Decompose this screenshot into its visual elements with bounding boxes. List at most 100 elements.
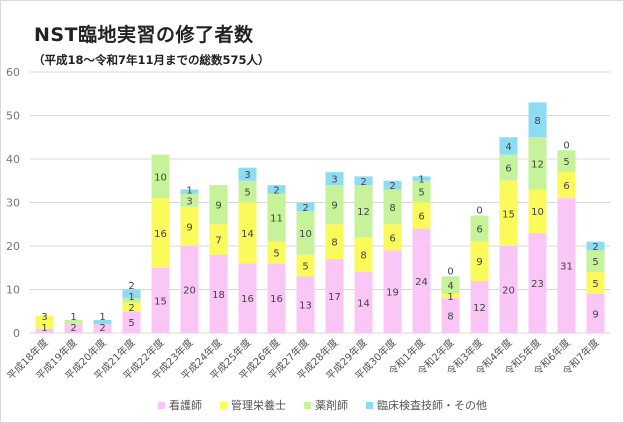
legend-item: 薬剤師: [304, 397, 348, 413]
bar-segment: [122, 302, 141, 312]
bar-segment: [209, 224, 228, 255]
bar-segment: [93, 319, 112, 325]
data-label: 2: [360, 177, 366, 188]
bar-segment: [35, 328, 54, 333]
data-label: 2: [592, 242, 598, 253]
data-label: 14: [241, 229, 254, 240]
data-label: 8: [447, 312, 453, 323]
data-label: 5: [592, 279, 598, 290]
bar-segment: [499, 246, 518, 333]
data-label: 9: [476, 257, 482, 268]
data-label: 11: [270, 214, 283, 225]
legend-item: 臨床検査技師・その他: [366, 397, 487, 413]
bar-segment: [267, 241, 286, 264]
bar-segment: [93, 324, 112, 333]
data-label: 12: [473, 303, 486, 314]
bar-segment: [325, 185, 344, 225]
data-label: 2: [128, 303, 134, 314]
data-label: 2: [70, 323, 76, 334]
y-tick-label: 20: [6, 240, 20, 253]
bar-segment: [441, 276, 460, 294]
data-label: 9: [592, 309, 598, 320]
bar-segment: [64, 319, 83, 325]
y-tick-label: 40: [6, 153, 20, 166]
data-label: 1: [41, 323, 47, 334]
legend-swatch: [158, 401, 165, 409]
data-label: 23: [531, 279, 544, 290]
data-label: 2: [273, 185, 279, 196]
bar-segment: [528, 232, 547, 333]
data-label: 5: [563, 157, 569, 168]
data-label: 15: [502, 209, 515, 220]
data-label: 6: [389, 233, 395, 244]
bar-segment: [499, 180, 518, 246]
bar-segment: [441, 293, 460, 299]
chart-subtitle: （平成18～令和7年11月までの総数575人）: [33, 53, 270, 67]
data-label: 14: [357, 299, 370, 310]
data-label: 19: [386, 288, 399, 299]
bar-segment: [441, 298, 460, 333]
data-label: 2: [99, 323, 105, 334]
bar-segment: [325, 172, 344, 186]
data-label: 4: [505, 142, 511, 153]
bar-segment: [238, 202, 257, 264]
legend-item: 管理栄養士: [220, 397, 286, 413]
bar-segment: [499, 137, 518, 155]
data-label: 16: [241, 294, 254, 305]
data-label: 5: [592, 257, 598, 268]
bar-segment: [470, 241, 489, 281]
bar-segment: [238, 263, 257, 333]
bar-segment: [64, 324, 83, 333]
bar-segment: [528, 102, 547, 138]
bar-segment: [383, 180, 402, 190]
data-label: 5: [244, 188, 250, 199]
bar-segment: [586, 250, 605, 273]
data-label: 3: [186, 196, 192, 207]
y-tick-label: 60: [6, 66, 20, 79]
data-label: 31: [560, 262, 573, 273]
y-tick-label: 10: [6, 284, 20, 297]
data-label: 12: [357, 207, 370, 218]
bar-segment: [412, 228, 431, 333]
bar-segment: [151, 198, 170, 268]
bar-segment: [499, 154, 518, 181]
bar-segment: [528, 189, 547, 233]
bar-segment: [151, 267, 170, 333]
y-tick-label: 50: [6, 110, 20, 123]
data-label: 20: [502, 286, 515, 297]
data-label: 17: [328, 292, 341, 303]
bar-segment: [412, 202, 431, 229]
bar-segment: [35, 315, 54, 329]
bar-segment: [470, 215, 489, 242]
data-label: 9: [186, 222, 192, 233]
data-label: 8: [389, 203, 395, 214]
data-label: 6: [476, 225, 482, 236]
bar-segment: [296, 211, 315, 255]
data-label: 16: [270, 294, 283, 305]
bar-segment: [151, 154, 170, 199]
data-label: 3: [41, 312, 47, 323]
bar-segment: [267, 263, 286, 333]
data-label: 0: [447, 266, 453, 277]
data-label: 4: [447, 281, 453, 292]
data-label: 9: [331, 201, 337, 212]
bar-segment: [412, 176, 431, 181]
bar-segment: [180, 246, 199, 333]
data-label: 5: [128, 318, 134, 329]
data-label: 8: [534, 116, 540, 127]
data-label: 5: [418, 188, 424, 199]
data-label: 16: [154, 229, 167, 240]
data-label: 6: [418, 212, 424, 223]
data-label: 2: [302, 203, 308, 214]
bar-segment: [122, 298, 141, 303]
data-label: 1: [418, 175, 424, 186]
bar-segment: [383, 250, 402, 333]
legend-label: 看護師: [169, 399, 202, 412]
data-label: 18: [212, 290, 225, 301]
bar-segment: [267, 193, 286, 242]
data-label: 3: [244, 170, 250, 181]
bar-segment: [296, 276, 315, 333]
bar-segment: [557, 198, 576, 333]
data-label: 9: [215, 201, 221, 212]
data-label: 6: [505, 164, 511, 175]
